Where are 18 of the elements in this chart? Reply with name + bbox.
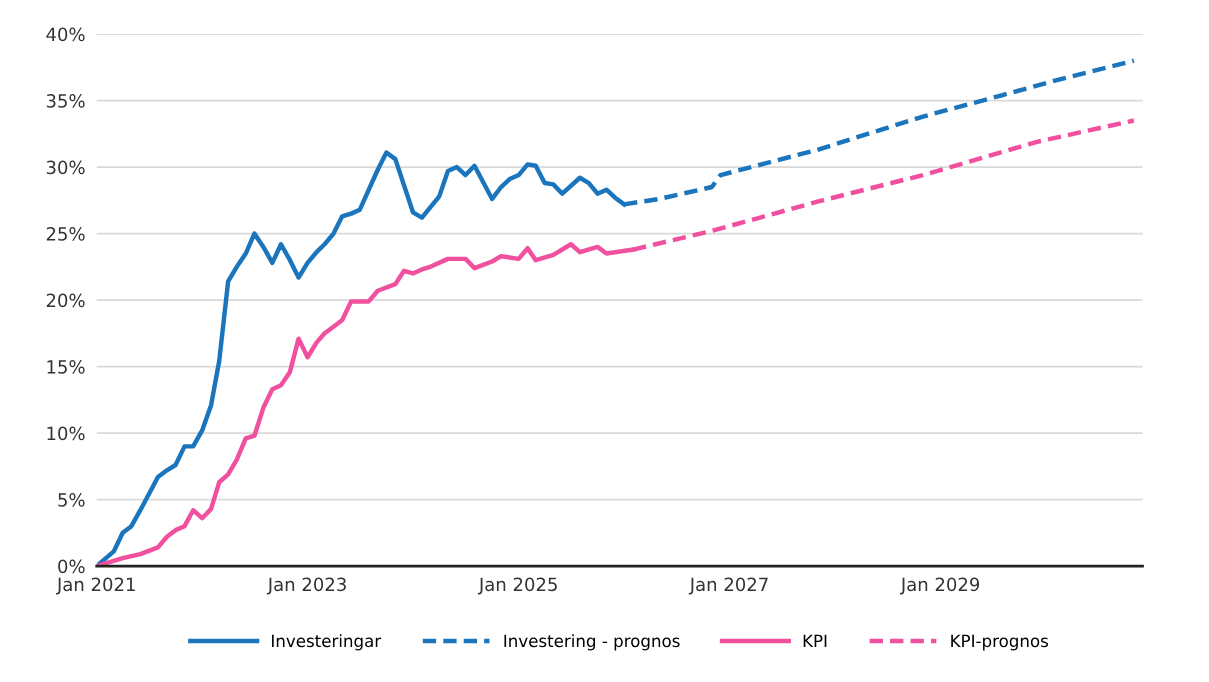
y-tick-label: 0% — [58, 559, 85, 574]
x-tick-label: Jan 2023 — [266, 577, 346, 595]
y-tick-label: 40% — [46, 27, 85, 42]
x-tick-label: Jan 2027 — [688, 577, 768, 595]
y-tick-label: 15% — [47, 360, 85, 374]
y-tick-label: 25% — [46, 227, 85, 241]
legend-label: KPI-prognos — [951, 634, 1049, 651]
x-tick-label: Jan 2025 — [477, 577, 557, 595]
y-tick-label: 20% — [46, 293, 85, 308]
x-tick-label: Jan 2021 — [56, 577, 135, 595]
y-tick-label: 10% — [47, 426, 85, 441]
x-tick-label: Jan 2029 — [899, 577, 980, 595]
legend-label: Investeringar — [272, 634, 382, 651]
legend-label: Investering - prognos — [504, 634, 680, 651]
y-tick-label: 5% — [58, 493, 85, 507]
legend-label: KPI — [803, 634, 827, 647]
y-tick-label: 35% — [46, 94, 85, 108]
y-tick-label: 30% — [46, 160, 85, 175]
